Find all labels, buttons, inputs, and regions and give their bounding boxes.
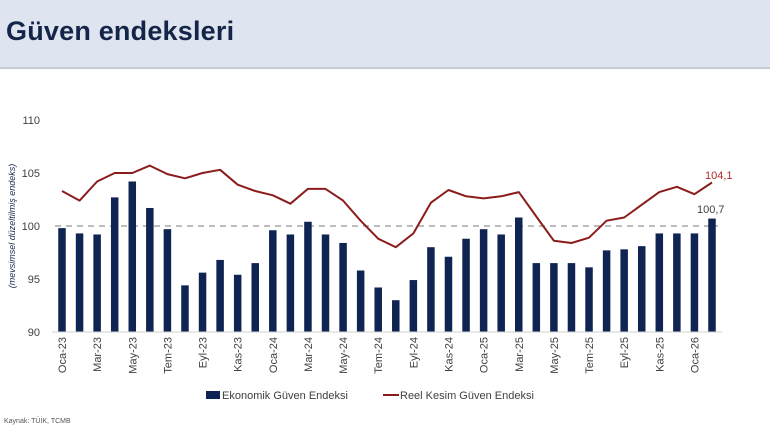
bar — [637, 246, 646, 332]
bar — [181, 285, 189, 332]
bar — [479, 229, 488, 332]
bar — [146, 207, 154, 332]
line-series-reel-kesim-guven — [61, 164, 713, 249]
legend: Ekonomik Güven Endeksi Reel Kesim Güven … — [206, 390, 534, 402]
x-tick-label: Mar-23 — [92, 337, 104, 372]
x-tick-label: Oca-26 — [689, 337, 701, 373]
x-tick-label: Tem-24 — [373, 337, 385, 374]
bar — [515, 217, 523, 332]
bar — [163, 229, 172, 332]
y-tick-label: 95 — [28, 274, 40, 286]
x-tick-label: Oca-25 — [479, 337, 491, 373]
header-bar: Güven endeksleri — [0, 0, 770, 69]
x-tick-label: Eyl-25 — [619, 337, 631, 368]
y-tick-label: 90 — [28, 327, 40, 339]
bar — [216, 259, 224, 332]
bar — [251, 263, 259, 332]
bar — [690, 233, 699, 332]
bar — [708, 218, 716, 332]
bar — [602, 250, 611, 332]
y-axis-label: (mevsimsel düzeltilmiş endeks) — [7, 164, 17, 289]
bar — [374, 287, 382, 332]
x-tick-label: Kas-24 — [443, 337, 455, 372]
x-tick-label: Eyl-23 — [198, 337, 210, 368]
bar — [339, 242, 347, 332]
bar — [93, 234, 101, 332]
x-tick-label: Kas-23 — [233, 337, 245, 372]
bar — [444, 256, 453, 332]
bar — [409, 280, 418, 332]
y-tick-label: 100 — [22, 221, 40, 233]
bar — [128, 181, 137, 332]
bar — [673, 233, 681, 332]
bar — [585, 267, 593, 332]
bar — [550, 263, 558, 332]
bar — [58, 228, 66, 332]
bar — [110, 197, 119, 332]
bar — [392, 300, 400, 332]
bar — [198, 272, 207, 332]
y-tick-label: 110 — [22, 115, 40, 127]
bar — [497, 234, 505, 332]
x-tick-label: May-23 — [127, 337, 139, 374]
bar — [321, 234, 330, 332]
bar — [532, 263, 541, 332]
page-title: Güven endeksleri — [6, 16, 235, 46]
x-axis-tick-labels: Oca-23 Mar-23 May-23 Tem-23 Eyl-23 Kas-23 Oca-… — [57, 337, 701, 374]
x-tick-label: May-25 — [549, 337, 561, 374]
bar — [304, 221, 312, 332]
line-last-value-label: 104,1 — [705, 170, 733, 182]
bar — [462, 238, 470, 332]
bar — [75, 233, 84, 332]
legend-bar-swatch — [206, 391, 220, 399]
source-note: Kaynak: TÜİK, TCMB — [4, 418, 71, 425]
bar — [269, 230, 277, 332]
bar — [567, 263, 576, 332]
bar — [233, 274, 242, 332]
x-tick-label: Mar-24 — [303, 337, 315, 372]
bar-series-ekonomik-guven — [58, 181, 716, 332]
y-tick-label: 105 — [22, 168, 40, 180]
x-tick-label: May-24 — [338, 337, 350, 374]
bar — [427, 247, 435, 332]
x-tick-label: Kas-25 — [654, 337, 666, 372]
x-tick-label: Oca-24 — [268, 337, 280, 373]
y-axis: 90 95 100 105 110 — [22, 115, 40, 339]
bar-last-value-label: 100,7 — [697, 204, 725, 216]
bar — [356, 270, 365, 332]
x-tick-label: Eyl-24 — [408, 337, 420, 368]
x-tick-label: Tem-25 — [584, 337, 596, 374]
legend-line-label: Reel Kesim Güven Endeksi — [400, 390, 534, 402]
bar — [286, 234, 295, 332]
bar — [655, 233, 664, 332]
x-tick-label: Oca-23 — [57, 337, 69, 373]
legend-bar-label: Ekonomik Güven Endeksi — [222, 390, 348, 402]
x-tick-label: Tem-23 — [162, 337, 174, 374]
bar — [620, 249, 628, 332]
x-tick-label: Mar-25 — [514, 337, 526, 372]
